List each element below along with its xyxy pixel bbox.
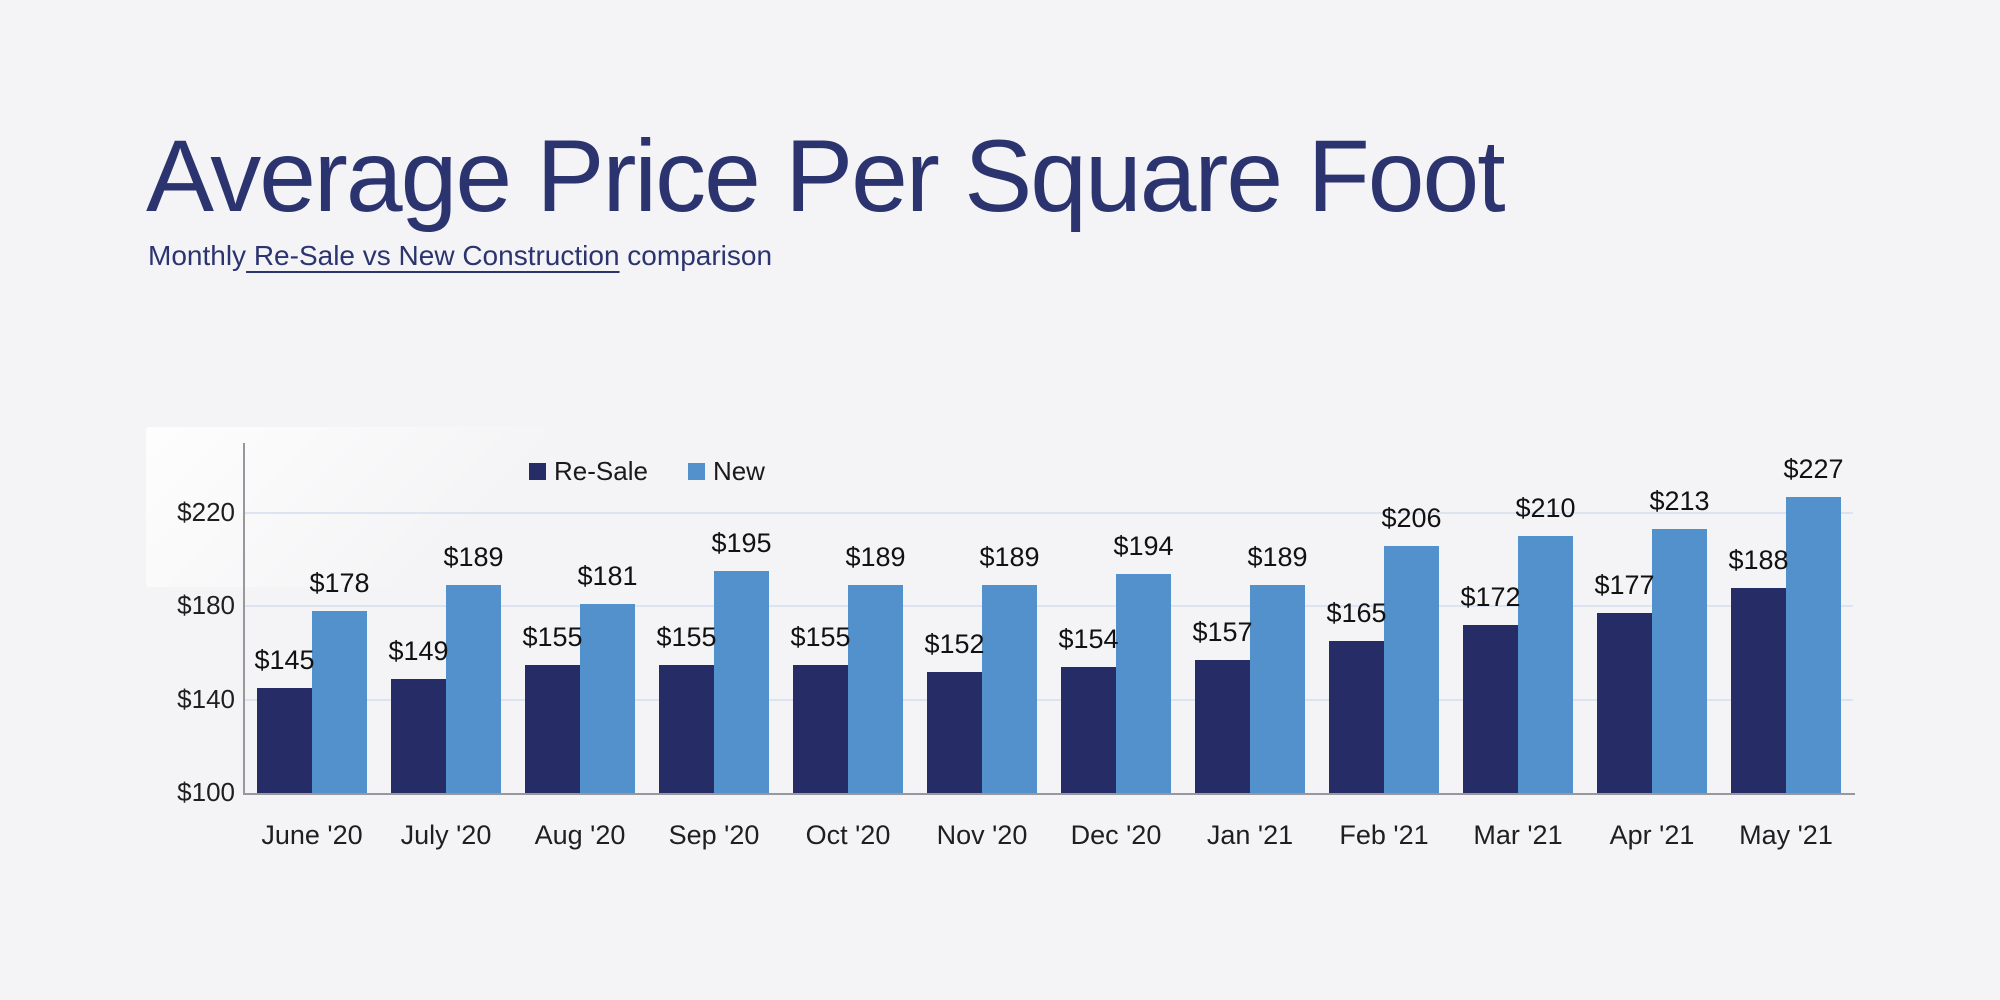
bar-re-sale bbox=[1061, 667, 1116, 793]
bar-value-label: $195 bbox=[711, 528, 772, 559]
x-tick-label: Nov '20 bbox=[936, 820, 1028, 850]
bar-value-label: $145 bbox=[254, 645, 315, 675]
bar-value-label: $149 bbox=[388, 635, 449, 666]
y-tick-label: $100 bbox=[177, 777, 235, 807]
legend-label: New bbox=[712, 456, 765, 486]
bar-value-label: $210 bbox=[1515, 493, 1576, 524]
bar-re-sale bbox=[1597, 613, 1652, 793]
bar-value-label: $172 bbox=[1460, 582, 1521, 612]
bar-re-sale bbox=[793, 664, 848, 793]
legend-item-new: New bbox=[687, 456, 765, 487]
y-tick-label: $140 bbox=[177, 683, 235, 714]
gridline-180 bbox=[245, 605, 1853, 608]
subtitle-prefix: Monthly bbox=[148, 240, 247, 271]
x-tick-label: Apr '21 bbox=[1609, 820, 1695, 850]
bar-value-label: $194 bbox=[1113, 530, 1174, 561]
bar-value-label: $181 bbox=[577, 561, 638, 591]
bar-value-label: $227 bbox=[1783, 453, 1844, 484]
bar-value-label: $213 bbox=[1649, 486, 1710, 517]
y-tick-label: $180 bbox=[177, 590, 235, 621]
bar-new bbox=[1384, 545, 1439, 793]
bar-re-sale bbox=[1195, 660, 1250, 793]
bar-value-label: $189 bbox=[979, 542, 1040, 573]
x-tick-label: May '21 bbox=[1739, 820, 1833, 850]
bar-value-label: $152 bbox=[924, 628, 985, 659]
x-tick-label: Oct '20 bbox=[805, 820, 891, 850]
plot-area: $145 $178 $149 $189 $155 $181 $155 $195 $155 $189… bbox=[245, 443, 1853, 793]
bar-re-sale bbox=[927, 671, 982, 793]
bar-new bbox=[1250, 585, 1305, 793]
y-axis-line bbox=[243, 443, 245, 795]
legend-label: Re-Sale bbox=[554, 456, 648, 486]
bar-new bbox=[312, 611, 367, 793]
bar-value-label: $189 bbox=[845, 542, 906, 573]
legend-swatch-icon bbox=[529, 463, 546, 480]
bar-re-sale bbox=[1731, 587, 1786, 793]
bar-value-label: $178 bbox=[309, 568, 370, 598]
bar-value-label: $188 bbox=[1728, 544, 1789, 575]
bar-new bbox=[446, 585, 501, 793]
bar-new bbox=[1518, 536, 1573, 793]
bar-value-label: $177 bbox=[1594, 570, 1655, 601]
bar-value-label: $154 bbox=[1058, 624, 1119, 654]
bar-re-sale bbox=[1329, 641, 1384, 793]
bar-new bbox=[982, 585, 1037, 793]
x-tick-label: Aug '20 bbox=[534, 820, 626, 850]
bar-value-label: $155 bbox=[790, 621, 851, 652]
bar-new bbox=[1786, 496, 1841, 793]
bar-value-label: $155 bbox=[522, 621, 583, 652]
bar-re-sale bbox=[525, 664, 580, 793]
x-axis-line bbox=[243, 793, 1855, 795]
bar-new bbox=[714, 571, 769, 793]
bar-re-sale bbox=[1463, 625, 1518, 793]
x-tick-label: Jan '21 bbox=[1206, 820, 1294, 850]
x-tick-label: Sep '20 bbox=[668, 820, 760, 850]
legend-item-re-sale: Re-Sale bbox=[529, 456, 648, 487]
bar-new bbox=[848, 585, 903, 793]
chart-title: Average Price Per Square Foot bbox=[146, 119, 1506, 233]
x-tick-label: Mar '21 bbox=[1473, 820, 1563, 850]
bar-value-label: $157 bbox=[1192, 617, 1253, 647]
bar-value-label: $189 bbox=[1247, 542, 1308, 573]
bar-new bbox=[1116, 573, 1171, 793]
gridline-140 bbox=[245, 698, 1853, 701]
bar-value-label: $206 bbox=[1381, 502, 1442, 533]
subtitle-suffix: comparison bbox=[619, 240, 773, 271]
bar-value-label: $155 bbox=[656, 621, 717, 652]
bar-re-sale bbox=[257, 688, 312, 793]
bar-new bbox=[580, 604, 635, 793]
bar-value-label: $189 bbox=[443, 542, 504, 573]
subtitle-underlined: Re-Sale vs New Construction bbox=[246, 240, 620, 271]
x-tick-label: Feb '21 bbox=[1339, 820, 1429, 850]
gridline-220 bbox=[245, 512, 1853, 514]
bar-value-label: $165 bbox=[1326, 598, 1387, 629]
bar-re-sale bbox=[659, 664, 714, 793]
bar-re-sale bbox=[391, 678, 446, 793]
x-tick-label: June '20 bbox=[261, 820, 363, 850]
x-tick-label: July '20 bbox=[400, 820, 492, 850]
legend-swatch-icon bbox=[687, 463, 705, 480]
chart-subtitle: Monthly Re-Sale vs New Construction comp… bbox=[148, 240, 772, 272]
x-tick-label: Dec '20 bbox=[1070, 820, 1162, 850]
legend: Re-Sale New bbox=[529, 456, 765, 487]
bar-new bbox=[1652, 529, 1707, 793]
y-tick-label: $220 bbox=[177, 497, 235, 527]
